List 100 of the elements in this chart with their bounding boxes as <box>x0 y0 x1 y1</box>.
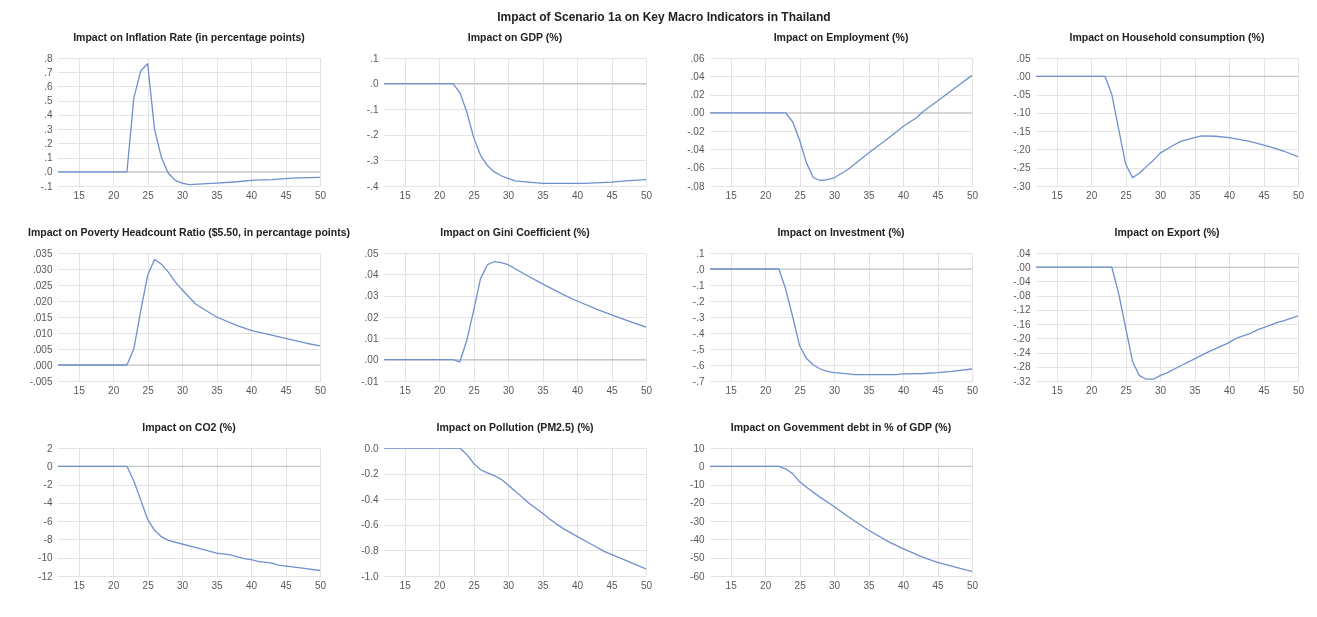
x-tick-label: 35 <box>863 189 876 201</box>
x-tick-label: 40 <box>897 384 910 396</box>
x-tick-label: 20 <box>1086 384 1098 396</box>
y-tick-label: .1 <box>696 247 705 259</box>
x-tick-label: 25 <box>468 579 481 591</box>
x-tick-label: 35 <box>211 579 224 591</box>
y-tick-label: .020 <box>33 295 53 307</box>
x-tick-label: 25 <box>142 384 155 396</box>
chart-title: Impact on Pollution (PM2.5) (%) <box>436 420 594 433</box>
x-tick-label: 40 <box>245 579 258 591</box>
y-tick-label: -.05 <box>1013 89 1031 101</box>
y-tick-label: .0 <box>696 263 705 275</box>
x-tick-label: 30 <box>829 579 841 591</box>
line-series <box>710 268 972 376</box>
x-tick-label: 50 <box>966 579 979 591</box>
x-tick-label: 25 <box>1120 384 1133 396</box>
y-tick-label: .05 <box>364 247 379 259</box>
chart-title: Impact on Investment (%) <box>777 225 905 238</box>
y-tick-label: .035 <box>33 247 53 259</box>
x-tick-label: 20 <box>434 189 446 201</box>
y-tick-label: .025 <box>33 279 53 291</box>
y-tick-label: -.08 <box>687 180 705 192</box>
x-tick-label: 40 <box>571 384 584 396</box>
x-tick-label: 25 <box>794 579 807 591</box>
x-tick-label: 20 <box>108 189 120 201</box>
x-tick-label: 35 <box>1189 384 1202 396</box>
y-tick-label: -10 <box>38 552 53 564</box>
x-tick-label: 40 <box>245 384 258 396</box>
chart-title: Impact on Govemment debt in % of GDP (%) <box>730 420 952 433</box>
x-tick-label: 40 <box>571 189 584 201</box>
x-tick-label: 50 <box>640 189 653 201</box>
chart-title: Impact on GDP (%) <box>467 30 563 43</box>
x-tick-label: 20 <box>434 384 446 396</box>
y-tick-label: -0.8 <box>361 544 379 556</box>
x-tick-label: 40 <box>897 189 910 201</box>
y-tick-label: -50 <box>690 552 705 564</box>
y-tick-label: -.24 <box>1013 347 1031 359</box>
x-tick-label: 40 <box>1223 384 1236 396</box>
x-tick-label: 20 <box>1086 189 1098 201</box>
x-tick-label: 35 <box>863 579 876 591</box>
x-tick-label: 40 <box>1223 189 1236 201</box>
y-tick-label: 0.0 <box>364 442 379 454</box>
x-tick-label: 45 <box>280 579 293 591</box>
y-tick-label: -12 <box>38 570 53 582</box>
y-tick-label: .8 <box>44 52 53 64</box>
y-tick-label: -6 <box>43 515 53 527</box>
y-tick-label: -.28 <box>1013 361 1031 373</box>
y-tick-label: .000 <box>33 359 53 371</box>
y-tick-label: .4 <box>44 109 53 121</box>
y-tick-label: .00 <box>1016 261 1031 273</box>
y-tick-label: -.1 <box>40 180 53 192</box>
x-tick-label: 15 <box>73 384 86 396</box>
y-tick-label: -20 <box>690 497 705 509</box>
x-tick-label: 30 <box>503 189 515 201</box>
x-tick-label: 50 <box>966 384 979 396</box>
x-tick-label: 20 <box>434 579 446 591</box>
y-tick-label: .04 <box>1016 247 1031 259</box>
y-tick-label: .03 <box>364 290 379 302</box>
y-tick-label: .02 <box>364 311 379 323</box>
x-tick-label: 30 <box>829 384 841 396</box>
chart-title: Impact on Export (%) <box>1114 225 1220 238</box>
x-tick-label: 30 <box>177 189 189 201</box>
x-tick-label: 30 <box>503 579 515 591</box>
y-tick-label: -2 <box>43 479 53 491</box>
y-tick-label: -.08 <box>1013 290 1031 302</box>
chart-title: Impact on Inflation Rate (in percentage points) <box>73 30 305 43</box>
y-tick-label: .0 <box>44 166 53 178</box>
x-tick-label: 15 <box>399 189 412 201</box>
y-tick-label: -.4 <box>692 327 705 339</box>
y-tick-label: .00 <box>364 354 379 366</box>
y-tick-label: .030 <box>33 263 53 275</box>
y-tick-label: -.1 <box>366 103 379 115</box>
y-tick-label: 0 <box>46 460 53 472</box>
y-tick-label: 2 <box>46 442 53 454</box>
x-tick-label: 45 <box>1258 384 1271 396</box>
x-tick-label: 30 <box>1155 384 1167 396</box>
x-tick-label: 20 <box>760 579 772 591</box>
x-tick-label: 20 <box>108 579 120 591</box>
x-tick-label: 30 <box>177 384 189 396</box>
y-tick-label: -.04 <box>687 143 705 155</box>
chart-title: Impact on Gini Coefficient (%) <box>440 225 590 238</box>
x-tick-label: 50 <box>966 189 979 201</box>
x-tick-label: 45 <box>932 189 945 201</box>
y-tick-label: 0 <box>698 460 705 472</box>
y-tick-label: .01 <box>364 332 379 344</box>
y-tick-label: -.005 <box>29 375 53 387</box>
text: Impact of Scenario 1a on Key Macro Indicators in Thailand <box>496 9 832 26</box>
y-tick-label: .010 <box>33 327 53 339</box>
x-tick-label: 35 <box>537 579 550 591</box>
x-tick-label: 25 <box>142 579 155 591</box>
line-series <box>384 260 646 363</box>
y-tick-label: .0 <box>370 78 379 90</box>
x-tick-label: 25 <box>142 189 155 201</box>
x-tick-label: 45 <box>932 579 945 591</box>
x-tick-label: 50 <box>640 384 653 396</box>
y-tick-label: .5 <box>44 95 53 107</box>
y-tick-label: .06 <box>690 52 705 64</box>
x-tick-label: 25 <box>468 189 481 201</box>
y-tick-label: -.02 <box>687 125 705 137</box>
x-tick-label: 50 <box>1292 384 1305 396</box>
